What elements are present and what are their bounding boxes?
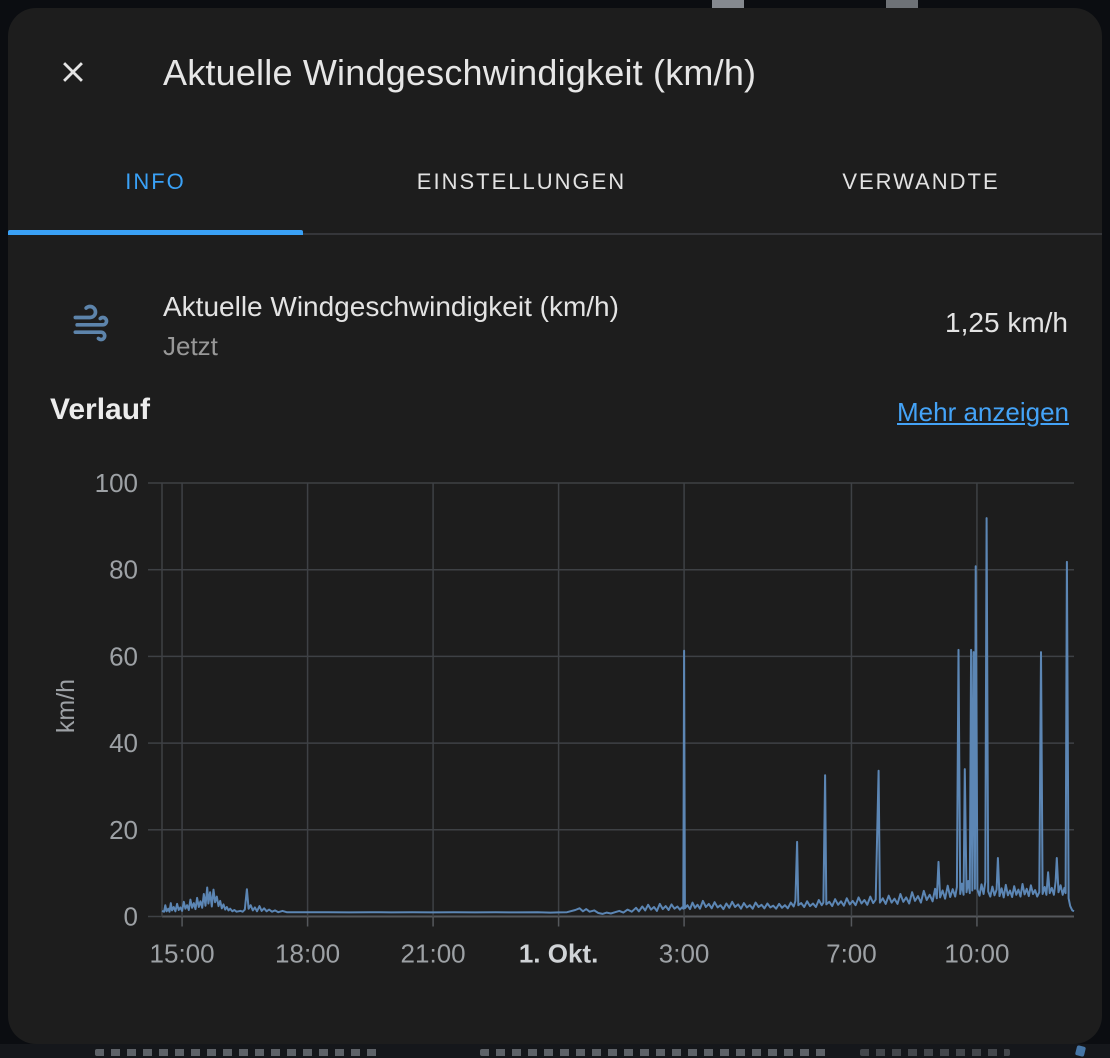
obscured-background-text (480, 1049, 830, 1056)
svg-text:20: 20 (109, 815, 138, 845)
svg-text:40: 40 (109, 728, 138, 758)
active-tab-underline (8, 230, 303, 235)
tab-info[interactable]: INFO (8, 130, 303, 235)
obscured-background-chart-fragment (1074, 1045, 1087, 1057)
tab-verwandte[interactable]: VERWANDTE (842, 168, 1000, 194)
svg-text:km/h: km/h (52, 679, 80, 733)
entity-state-row: Aktuelle Windgeschwindigkeit (km/h) Jetz… (8, 235, 1102, 385)
svg-text:3:00: 3:00 (659, 939, 710, 969)
obscured-background-text (860, 1049, 1010, 1056)
svg-text:18:00: 18:00 (275, 939, 340, 969)
svg-text:15:00: 15:00 (150, 939, 215, 969)
dialog-title: Aktuelle Windgeschwindigkeit (km/h) (163, 52, 757, 93)
entity-name: Aktuelle Windgeschwindigkeit (km/h) (163, 291, 619, 322)
weather-windy-icon (68, 301, 112, 345)
obscured-background-text (95, 1049, 380, 1056)
entity-state-value: 1,25 km/h (945, 307, 1068, 338)
svg-text:21:00: 21:00 (401, 939, 466, 969)
svg-text:60: 60 (109, 641, 138, 671)
svg-text:10:00: 10:00 (944, 939, 1009, 969)
background-cutoff-strip (0, 1044, 1110, 1058)
history-heading: Verlauf (50, 393, 151, 426)
svg-text:1. Okt.: 1. Okt. (519, 939, 598, 969)
history-header: Verlauf Mehr anzeigen (8, 385, 1102, 445)
svg-text:0: 0 (124, 902, 138, 932)
svg-text:80: 80 (109, 555, 138, 585)
entity-last-changed: Jetzt (163, 331, 218, 361)
history-chart-svg[interactable]: 0 20 40 60 80 100 15:00 18:00 21:00 1. Okt. 3:00 7:… (8, 460, 1102, 990)
tab-bar: INFO EINSTELLUNGEN VERWANDTE (8, 130, 1102, 235)
svg-text:7:00: 7:00 (826, 939, 877, 969)
history-chart[interactable]: 0 20 40 60 80 100 15:00 18:00 21:00 1. Okt. 3:00 7:… (8, 460, 1102, 990)
dialog-header: Aktuelle Windgeschwindigkeit (km/h) (8, 8, 1102, 130)
entity-info-dialog: Aktuelle Windgeschwindigkeit (km/h) INFO… (8, 8, 1102, 1044)
close-icon (56, 55, 90, 92)
tab-einstellungen[interactable]: EINSTELLUNGEN (416, 168, 627, 194)
close-button[interactable] (49, 49, 97, 97)
show-more-link[interactable]: Mehr anzeigen (897, 397, 1069, 427)
svg-text:100: 100 (95, 468, 138, 498)
